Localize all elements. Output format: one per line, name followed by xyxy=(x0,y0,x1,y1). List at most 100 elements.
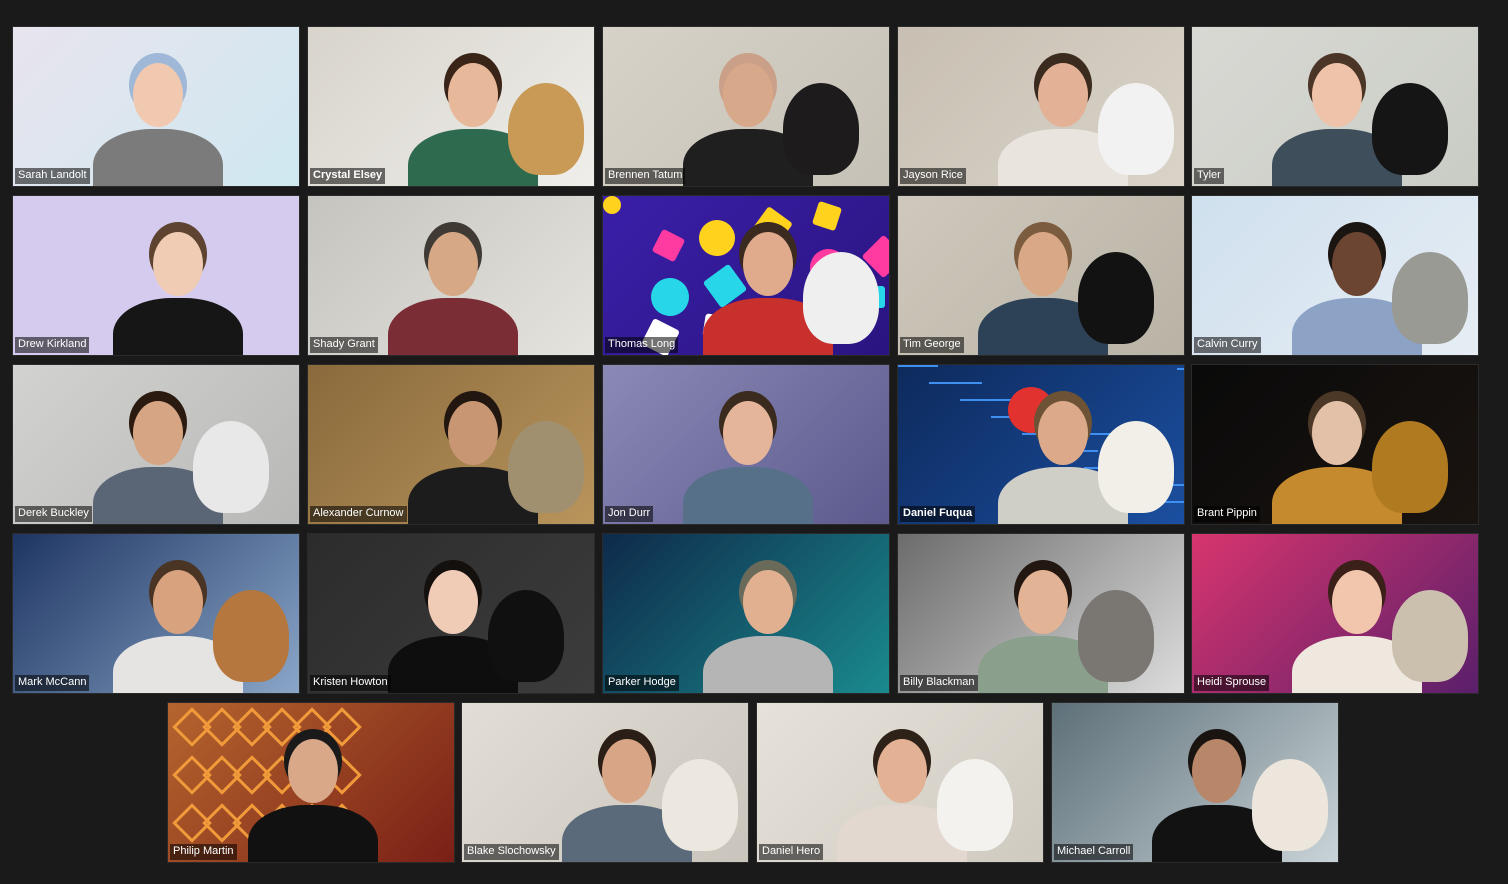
participant-name-label: Daniel Fuqua xyxy=(900,506,976,522)
person-shoulders xyxy=(93,129,223,186)
participant-video-tile[interactable]: Daniel Fuqua xyxy=(897,364,1185,525)
participant-video-tile[interactable]: Sarah Landolt xyxy=(12,26,300,187)
participant-video-tile[interactable]: Philip Martin xyxy=(167,702,455,863)
participant-name-label: Heidi Sprouse xyxy=(1194,675,1270,691)
participant-video-tile[interactable]: Mark McCann xyxy=(12,533,300,694)
participant-video-tile[interactable]: Thomas Long xyxy=(602,195,890,356)
pet xyxy=(1252,759,1328,851)
participant-video-tile[interactable]: Calvin Curry xyxy=(1191,195,1479,356)
pet xyxy=(193,421,269,513)
participant-video-tile[interactable]: Jon Durr xyxy=(602,364,890,525)
participant-video-person xyxy=(308,196,594,355)
person-face xyxy=(1192,739,1242,803)
circuit-line xyxy=(1177,368,1184,370)
participant-video-tile[interactable]: Billy Blackman xyxy=(897,533,1185,694)
participant-video-tile[interactable]: Drew Kirkland xyxy=(12,195,300,356)
participant-name-label: Calvin Curry xyxy=(1194,337,1261,353)
participant-video-tile[interactable]: Brant Pippin xyxy=(1191,364,1479,525)
participant-video-person xyxy=(308,534,594,693)
person-face xyxy=(1018,570,1068,634)
person-face xyxy=(288,739,338,803)
participant-video-tile[interactable]: Tyler xyxy=(1191,26,1479,187)
participant-name-label: Crystal Elsey xyxy=(310,168,386,184)
participant-video-tile[interactable]: Jayson Rice xyxy=(897,26,1185,187)
participant-video-tile[interactable]: Daniel Hero xyxy=(756,702,1044,863)
person-face xyxy=(153,570,203,634)
person-shoulders xyxy=(113,298,243,355)
person-face xyxy=(448,401,498,465)
participant-video-tile[interactable]: Tim George xyxy=(897,195,1185,356)
person-face xyxy=(428,570,478,634)
person-face xyxy=(743,232,793,296)
pet xyxy=(937,759,1013,851)
person-face xyxy=(133,63,183,127)
person-shoulders xyxy=(248,805,378,862)
circuit-line xyxy=(929,382,982,384)
person-face xyxy=(743,570,793,634)
participant-video-person xyxy=(603,534,889,693)
participant-video-tile[interactable]: Heidi Sprouse xyxy=(1191,533,1479,694)
circuit-line xyxy=(960,399,1026,401)
participant-video-person xyxy=(13,27,299,186)
participant-video-tile[interactable]: Brennen Tatum xyxy=(602,26,890,187)
background-pattern-shape xyxy=(603,196,621,214)
person-face xyxy=(1332,570,1382,634)
pet xyxy=(508,83,584,175)
person-face xyxy=(448,63,498,127)
participant-name-label: Sarah Landolt xyxy=(15,168,90,184)
participant-video-person xyxy=(603,365,889,524)
participant-video-tile[interactable]: Blake Slochowsky xyxy=(461,702,749,863)
participant-name-label: Shady Grant xyxy=(310,337,378,353)
pet xyxy=(508,421,584,513)
pet xyxy=(1372,83,1448,175)
person-shoulders xyxy=(683,467,813,524)
participant-video-person xyxy=(168,703,454,862)
participant-name-label: Brant Pippin xyxy=(1194,506,1260,522)
participant-video-tile[interactable]: Parker Hodge xyxy=(602,533,890,694)
pet xyxy=(1078,590,1154,682)
person-shoulders xyxy=(703,636,833,693)
pet xyxy=(783,83,859,175)
participant-name-label: Tim George xyxy=(900,337,964,353)
participant-video-tile[interactable]: Michael Carroll xyxy=(1051,702,1339,863)
participant-name-label: Alexander Curnow xyxy=(310,506,407,522)
participant-name-label: Tyler xyxy=(1194,168,1224,184)
participant-name-label: Billy Blackman xyxy=(900,675,978,691)
participant-name-label: Blake Slochowsky xyxy=(464,844,559,860)
participant-video-tile[interactable]: Crystal Elsey xyxy=(307,26,595,187)
person-face xyxy=(133,401,183,465)
participant-video-person xyxy=(757,703,1043,862)
participant-name-label: Drew Kirkland xyxy=(15,337,90,353)
participant-name-label: Thomas Long xyxy=(605,337,679,353)
pet xyxy=(1392,590,1468,682)
person-face xyxy=(723,63,773,127)
person-face xyxy=(153,232,203,296)
participant-video-person xyxy=(898,27,1184,186)
participant-video-tile[interactable]: Derek Buckley xyxy=(12,364,300,525)
participant-name-label: Kristen Howton xyxy=(310,675,391,691)
person-face xyxy=(877,739,927,803)
participant-name-label: Derek Buckley xyxy=(15,506,92,522)
participant-name-label: Jon Durr xyxy=(605,506,654,522)
participant-name-label: Parker Hodge xyxy=(605,675,679,691)
participant-video-tile[interactable]: Shady Grant xyxy=(307,195,595,356)
participant-name-label: Philip Martin xyxy=(170,844,237,860)
participant-name-label: Jayson Rice xyxy=(900,168,966,184)
person-face xyxy=(602,739,652,803)
pet xyxy=(1078,252,1154,344)
person-face xyxy=(1018,232,1068,296)
circuit-line xyxy=(898,365,938,367)
participant-name-label: Daniel Hero xyxy=(759,844,824,860)
pet xyxy=(1392,252,1468,344)
person-face xyxy=(428,232,478,296)
pet xyxy=(662,759,738,851)
participant-video-tile[interactable]: Alexander Curnow xyxy=(307,364,595,525)
pet xyxy=(1372,421,1448,513)
participant-name-label: Mark McCann xyxy=(15,675,90,691)
person-face xyxy=(1312,63,1362,127)
pet xyxy=(1098,421,1174,513)
participant-video-tile[interactable]: Kristen Howton xyxy=(307,533,595,694)
person-face xyxy=(723,401,773,465)
person-shoulders xyxy=(388,298,518,355)
